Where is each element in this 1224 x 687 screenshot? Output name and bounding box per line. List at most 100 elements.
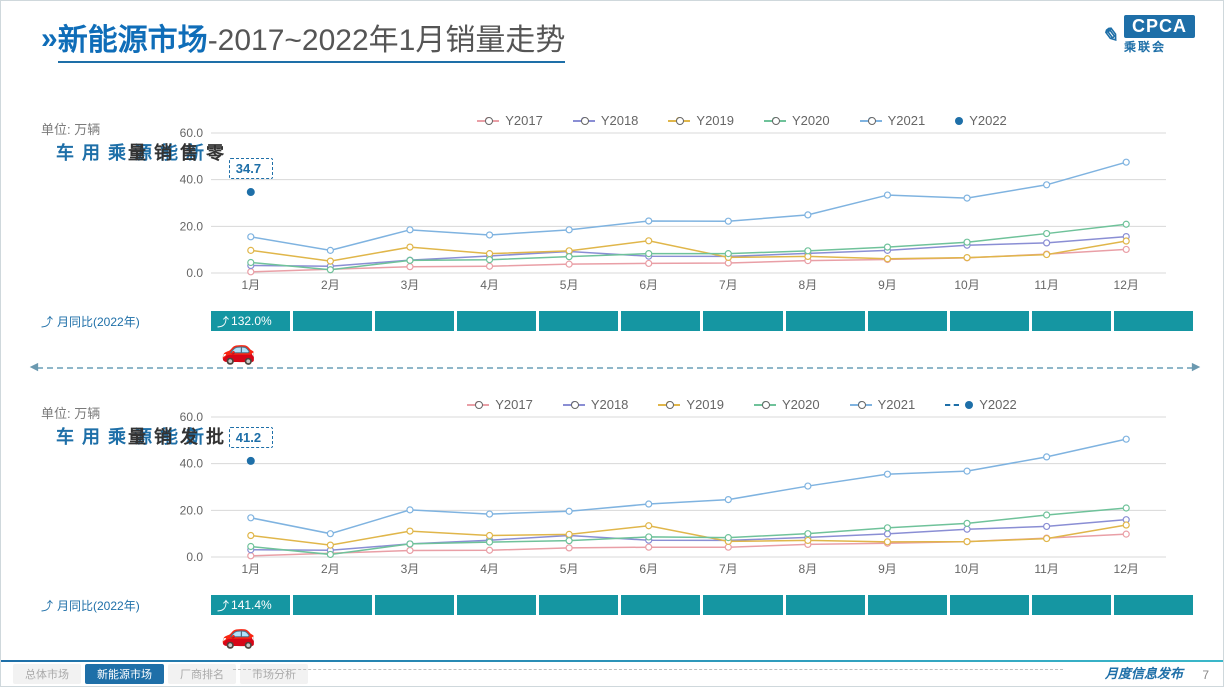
yoy-cells-wholesale: ⤴141.4% bbox=[211, 595, 1193, 615]
svg-text:60.0: 60.0 bbox=[180, 410, 204, 424]
legend-label: Y2017 bbox=[505, 113, 543, 128]
legend-wholesale: Y2017 Y2018 Y2019 Y2020 Y2021 Y2022 bbox=[311, 397, 1173, 412]
legend-label: Y2021 bbox=[878, 397, 916, 412]
yoy-cell bbox=[868, 311, 947, 331]
svg-text:12月: 12月 bbox=[1114, 278, 1139, 292]
chart-area-wholesale: 0.020.040.060.01月2月3月4月5月6月7月8月9月10月11月1… bbox=[161, 417, 1176, 577]
yoy-row-retail: ⤴ 月同比(2022年) ⤴132.0% bbox=[41, 311, 1193, 331]
yoy-cell bbox=[539, 311, 618, 331]
page-title: 新能源市场-2017~2022年1月销量走势 bbox=[58, 15, 566, 63]
legend-label: Y2022 bbox=[979, 397, 1017, 412]
legend-label: Y2018 bbox=[591, 397, 629, 412]
legend-label: Y2020 bbox=[782, 397, 820, 412]
chart-area-retail: 0.020.040.060.01月2月3月4月5月6月7月8月9月10月11月1… bbox=[161, 133, 1176, 293]
footer-tab[interactable]: 厂商排名 bbox=[168, 664, 236, 684]
cpca-text: CPCA bbox=[1124, 15, 1195, 38]
yoy-row-wholesale: ⤴ 月同比(2022年) ⤴141.4% bbox=[41, 595, 1193, 615]
yoy-label: ⤴ 月同比(2022年) bbox=[41, 597, 211, 614]
legend-label: Y2017 bbox=[495, 397, 533, 412]
yoy-cell bbox=[375, 311, 454, 331]
legend-marker-line bbox=[754, 404, 776, 406]
header: » 新能源市场-2017~2022年1月销量走势 bbox=[1, 1, 1223, 69]
legend-marker-line bbox=[573, 120, 595, 122]
car-icon: 🚗 bbox=[221, 333, 256, 366]
legend-item: Y2021 bbox=[860, 113, 926, 128]
svg-text:40.0: 40.0 bbox=[180, 173, 204, 187]
svg-text:40.0: 40.0 bbox=[180, 457, 204, 471]
svg-text:2月: 2月 bbox=[321, 278, 340, 292]
legend-label: Y2021 bbox=[888, 113, 926, 128]
cada-logo-icon: ✎ bbox=[1101, 23, 1118, 48]
cpca-logo: CPCA 乘联会 bbox=[1124, 15, 1195, 55]
yoy-cell bbox=[950, 311, 1029, 331]
legend-marker-dot bbox=[965, 401, 973, 409]
callout-label: 34.7 bbox=[229, 158, 273, 179]
title-sub: -2017~2022年1月销量走势 bbox=[208, 24, 566, 57]
legend-item: Y2017 bbox=[477, 113, 543, 128]
footer-tab[interactable]: 总体市场 bbox=[13, 664, 81, 684]
yoy-cell bbox=[1114, 311, 1193, 331]
legend-item: Y2020 bbox=[754, 397, 820, 412]
svg-text:8月: 8月 bbox=[799, 278, 818, 292]
legend-marker-dash bbox=[945, 404, 959, 406]
legend-marker-line bbox=[850, 404, 872, 406]
legend-marker-line bbox=[563, 404, 585, 406]
page-number: 7 bbox=[1202, 668, 1209, 682]
yoy-cell: ⤴141.4% bbox=[211, 595, 290, 615]
logo-area: ✎ CPCA 乘联会 bbox=[1101, 15, 1195, 55]
yoy-cell bbox=[621, 595, 700, 615]
yoy-label-text: 月同比(2022年) bbox=[57, 597, 140, 614]
yoy-cell bbox=[703, 595, 782, 615]
legend-label: Y2019 bbox=[696, 113, 734, 128]
trend-icon: ⤴ bbox=[41, 313, 53, 330]
svg-text:7月: 7月 bbox=[719, 562, 738, 576]
yoy-cells-retail: ⤴132.0% bbox=[211, 311, 1193, 331]
legend-item: Y2018 bbox=[573, 113, 639, 128]
svg-text:4月: 4月 bbox=[480, 562, 499, 576]
section-divider bbox=[37, 367, 1193, 369]
svg-text:2月: 2月 bbox=[321, 562, 340, 576]
legend-marker-dot bbox=[955, 117, 963, 125]
yoy-cell bbox=[539, 595, 618, 615]
yoy-cell bbox=[293, 311, 372, 331]
yoy-cell bbox=[457, 595, 536, 615]
footer-right-text: 月度信息发布 bbox=[1105, 663, 1183, 682]
legend-item: Y2017 bbox=[467, 397, 533, 412]
yoy-cell bbox=[293, 595, 372, 615]
yoy-cell bbox=[868, 595, 947, 615]
svg-text:1月: 1月 bbox=[241, 562, 260, 576]
legend-marker-line bbox=[764, 120, 786, 122]
yoy-cell bbox=[375, 595, 454, 615]
svg-text:6月: 6月 bbox=[639, 562, 658, 576]
footer-tabs: 总体市场新能源市场厂商排名市场分析 bbox=[13, 664, 308, 684]
legend-retail: Y2017Y2018Y2019Y2020Y2021Y2022 bbox=[311, 113, 1173, 128]
yoy-cell bbox=[1032, 311, 1111, 331]
legend-label: Y2018 bbox=[601, 113, 639, 128]
svg-text:6月: 6月 bbox=[639, 278, 658, 292]
footer-dash bbox=[233, 669, 1063, 670]
yoy-cell bbox=[703, 311, 782, 331]
yoy-cell bbox=[1032, 595, 1111, 615]
svg-text:20.0: 20.0 bbox=[180, 503, 204, 517]
svg-text:7月: 7月 bbox=[719, 278, 738, 292]
footer-tab[interactable]: 市场分析 bbox=[240, 664, 308, 684]
yoy-cell bbox=[950, 595, 1029, 615]
yoy-cell bbox=[1114, 595, 1193, 615]
svg-text:10月: 10月 bbox=[954, 562, 979, 576]
legend-marker-line bbox=[658, 404, 680, 406]
svg-text:8月: 8月 bbox=[799, 562, 818, 576]
legend-item: Y2018 bbox=[563, 397, 629, 412]
legend-label: Y2020 bbox=[792, 113, 830, 128]
retail-line-chart: 0.020.040.060.01月2月3月4月5月6月7月8月9月10月11月1… bbox=[161, 133, 1176, 293]
trend-icon: ⤴ bbox=[41, 597, 53, 614]
legend-label: Y2019 bbox=[686, 397, 724, 412]
svg-text:20.0: 20.0 bbox=[180, 219, 204, 233]
legend-marker-line bbox=[467, 404, 489, 406]
legend-marker-line bbox=[668, 120, 690, 122]
footer-tab[interactable]: 新能源市场 bbox=[85, 664, 164, 684]
yoy-cell: ⤴132.0% bbox=[211, 311, 290, 331]
legend-item: Y2019 bbox=[658, 397, 724, 412]
footer: 总体市场新能源市场厂商排名市场分析 月度信息发布 7 bbox=[1, 662, 1223, 686]
legend-item: Y2020 bbox=[764, 113, 830, 128]
legend-marker-line bbox=[860, 120, 882, 122]
